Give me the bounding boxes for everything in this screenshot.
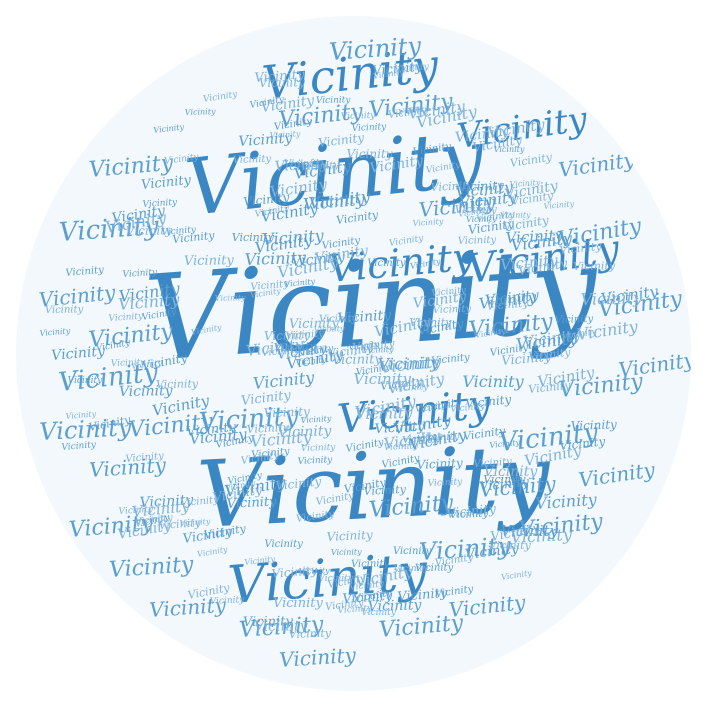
cloud-disc: Vicinity Vicinity Vicinity Vicinity Vicinity…: [16, 16, 691, 691]
cloud-word-tiny: Vicinity: [449, 508, 489, 521]
cloud-word-tiny: Vicinity: [142, 197, 178, 211]
cloud-word-tiny: Vicinity: [261, 225, 324, 250]
cloud-word-tiny: Vicinity: [232, 153, 271, 166]
cloud-word-tiny: Vicinity: [316, 95, 351, 107]
cloud-word-tiny: Vicinity: [67, 375, 103, 386]
cloud-word-tiny: Vicinity: [412, 216, 445, 228]
cloud-word-tiny: Vicinity: [60, 440, 97, 454]
cloud-word-tiny: Vicinity: [346, 147, 393, 162]
cloud-word-small: Vicinity: [278, 642, 357, 672]
cloud-word-tiny: Vicinity: [330, 546, 362, 557]
cloud-word-tiny: Vicinity: [336, 307, 392, 327]
cloud-word-tiny: Vicinity: [575, 317, 639, 345]
cloud-word-tiny: Vicinity: [300, 413, 333, 425]
cloud-word-tiny: Vicinity: [39, 326, 71, 338]
cloud-word-tiny: Vicinity: [420, 431, 460, 443]
cloud-word-tiny: Vicinity: [152, 121, 185, 135]
cloud-word-tiny: Vicinity: [44, 303, 84, 316]
cloud-word-tiny: Vicinity: [457, 178, 504, 195]
cloud-word-tiny: Vicinity: [353, 370, 411, 389]
cloud-word-tiny: Vicinity: [238, 130, 293, 150]
cloud-word-small: Vicinity: [328, 31, 422, 66]
cloud-word-tiny: Vicinity: [288, 626, 332, 641]
cloud-word-tiny: Vicinity: [397, 585, 449, 606]
cloud-word-tiny: Vicinity: [454, 203, 497, 217]
cloud-word-tiny: Vicinity: [527, 345, 571, 363]
cloud-word-tiny: Vicinity: [392, 546, 432, 558]
cloud-word-tiny: Vicinity: [509, 150, 553, 170]
cloud-word-tiny: Vicinity: [272, 596, 323, 612]
cloud-word-tiny: Vicinity: [416, 455, 463, 473]
cloud-word-tiny: Vicinity: [300, 159, 340, 173]
cloud-word-tiny: Vicinity: [488, 539, 531, 553]
cloud-word-tiny: Vicinity: [297, 454, 333, 467]
cloud-word-tiny: Vicinity: [288, 316, 339, 333]
cloud-word-tiny: Vicinity: [409, 315, 452, 329]
cloud-word-tiny: Vicinity: [427, 476, 463, 489]
cloud-word-tiny: Vicinity: [184, 253, 235, 270]
cloud-word-tiny: Vicinity: [214, 292, 246, 303]
cloud-word-tiny: Vicinity: [432, 303, 472, 317]
cloud-word-tiny: Vicinity: [534, 490, 598, 514]
cloud-word-tiny: Vicinity: [500, 522, 559, 541]
cloud-word-tiny: Vicinity: [543, 199, 575, 211]
cloud-word-small: Vicinity: [108, 552, 195, 583]
cloud-word-tiny: Vicinity: [505, 226, 564, 248]
cloud-word-tiny: Vicinity: [351, 122, 387, 134]
cloud-word-tiny: Vicinity: [65, 265, 105, 280]
cloud-word-tiny: Vicinity: [354, 404, 413, 424]
cloud-word-tiny: Vicinity: [493, 145, 525, 155]
cloud-word-small: Vicinity: [556, 147, 637, 182]
cloud-word-tiny: Vicinity: [483, 463, 538, 480]
cloud-word-tiny: Vicinity: [570, 417, 618, 434]
cloud-word-tiny: Vicinity: [184, 106, 216, 117]
cloud-word-tiny: Vicinity: [264, 538, 303, 550]
cloud-word-tiny: Vicinity: [155, 377, 198, 392]
cloud-word-tiny: Vicinity: [572, 258, 616, 273]
cloud-word-tiny: Vicinity: [483, 472, 526, 486]
cloud-word-tiny: Vicinity: [140, 173, 192, 194]
cloud-word-tiny: Vicinity: [361, 608, 396, 619]
cloud-word-tiny: Vicinity: [351, 336, 396, 354]
cloud-word-tiny: Vicinity: [457, 234, 497, 248]
cloud-word-tiny: Vicinity: [179, 516, 211, 528]
cloud-word-tiny: Vicinity: [283, 159, 323, 171]
cloud-word-tiny: Vicinity: [326, 527, 374, 544]
cloud-word-tiny: Vicinity: [231, 230, 274, 244]
cloud-word-tiny: Vicinity: [340, 110, 376, 123]
cloud-word-tiny: Vicinity: [367, 257, 406, 269]
cloud-word-tiny: Vicinity: [462, 371, 524, 391]
cloud-word-tiny: Vicinity: [318, 574, 353, 585]
cloud-word-tiny: Vicinity: [580, 287, 643, 310]
cloud-word-tiny: Vicinity: [363, 483, 407, 499]
cloud-word-small: Vicinity: [576, 457, 657, 492]
cloud-word-tiny: Vicinity: [226, 494, 277, 513]
cloud-word-tiny: Vicinity: [202, 90, 239, 106]
cloud-word-tiny: Vicinity: [414, 562, 454, 574]
cloud-word-small: Vicinity: [616, 347, 691, 382]
cloud-word-tiny: Vicinity: [500, 567, 533, 582]
cloud-word-tiny: Vicinity: [258, 74, 305, 90]
